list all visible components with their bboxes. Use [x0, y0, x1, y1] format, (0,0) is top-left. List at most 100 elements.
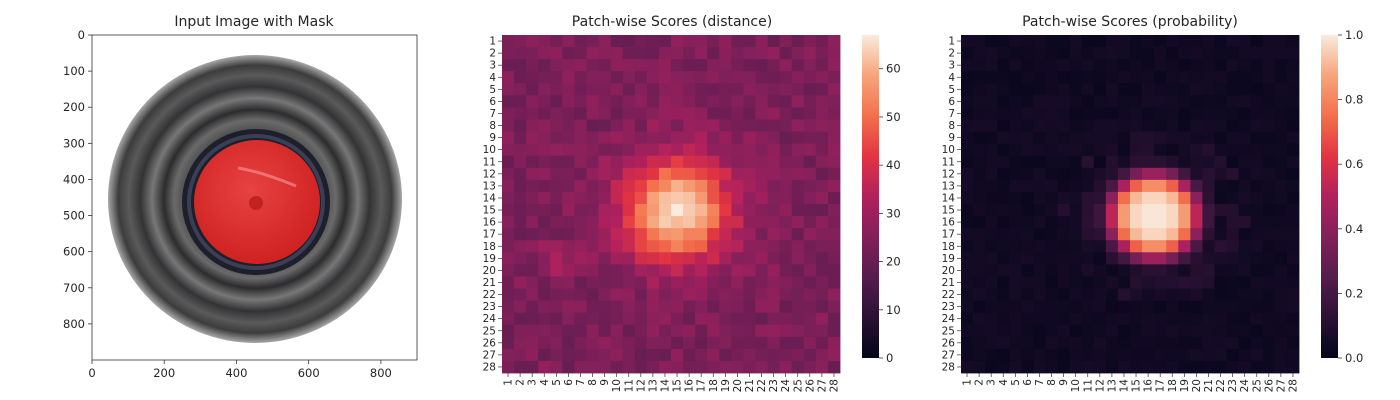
heatmap-cell	[1057, 71, 1071, 84]
heatmap-cell	[767, 348, 781, 362]
heatmap-cell	[586, 252, 599, 265]
heatmap-cell	[791, 288, 805, 301]
heatmap-row-label: 22	[483, 289, 496, 301]
heatmap-cell	[1093, 83, 1107, 96]
heatmap-cell	[1069, 119, 1083, 132]
heatmap-cell	[961, 264, 974, 277]
heatmap-cell	[1130, 143, 1143, 157]
colorbar-tick-label: 0.4	[1345, 222, 1363, 236]
heatmap-cell	[707, 360, 720, 374]
heatmap-cell	[1117, 360, 1131, 374]
heatmap-row-label: 4	[948, 72, 955, 84]
heatmap-cell	[646, 252, 660, 265]
heatmap-cell	[1190, 107, 1203, 120]
heatmap-cell	[550, 312, 563, 326]
heatmap-cell	[646, 143, 660, 157]
heatmap-cell	[719, 179, 732, 193]
heatmap-cell	[502, 228, 515, 241]
heatmap-cell	[1286, 360, 1300, 374]
heatmap-cell	[1081, 312, 1095, 326]
heatmap-cell	[1142, 204, 1155, 217]
heatmap-cell	[985, 252, 998, 265]
heatmap-cell	[634, 204, 648, 217]
heatmap-cell	[743, 83, 756, 96]
heatmap-cell	[719, 240, 732, 253]
heatmap-cell	[1238, 336, 1252, 350]
heatmap-cell	[1214, 204, 1227, 217]
heatmap-cell	[1057, 131, 1071, 145]
heatmap-cell	[743, 59, 756, 72]
heatmap-cell	[961, 71, 974, 84]
heatmap-cell	[961, 191, 974, 205]
heatmap-cell	[791, 143, 805, 157]
heatmap-cell	[622, 191, 636, 205]
heatmap-cell	[586, 167, 599, 181]
heatmap-cell	[1202, 47, 1215, 60]
heatmap-cell	[562, 324, 575, 338]
heatmap-cell	[671, 240, 684, 253]
heatmap-cell	[755, 276, 768, 289]
heatmap-row-label: 16	[483, 217, 497, 229]
heatmap-cell	[731, 240, 744, 253]
heatmap-cell	[1250, 119, 1264, 132]
heatmap-cell	[526, 360, 539, 374]
heatmap-cell	[514, 143, 527, 157]
heatmap-cell	[1202, 228, 1215, 241]
heatmap-cell	[779, 47, 793, 60]
heatmap-cell	[1202, 119, 1215, 132]
heatmap-cell	[1045, 191, 1058, 205]
distance-heatmap-cells	[502, 35, 841, 374]
heatmap-cell	[961, 360, 974, 374]
heatmap-cell	[610, 35, 624, 48]
heatmap-cell	[1178, 71, 1191, 84]
heatmap-cell	[973, 300, 986, 314]
image-x-tick-label: 200	[153, 366, 175, 380]
heatmap-cell	[646, 204, 660, 217]
heatmap-cell	[985, 264, 998, 277]
heatmap-cell	[1250, 300, 1264, 314]
heatmap-cell	[1154, 264, 1167, 277]
heatmap-cell	[1238, 35, 1252, 48]
heatmap-cell	[791, 336, 805, 350]
heatmap-cell	[767, 276, 781, 289]
heatmap-cell	[634, 264, 648, 277]
heatmap-cell	[1142, 167, 1155, 181]
heatmap-cell	[634, 191, 648, 205]
heatmap-cell	[731, 179, 744, 193]
heatmap-cell	[779, 83, 793, 96]
heatmap-cell	[973, 71, 986, 84]
heatmap-cell	[1214, 143, 1227, 157]
probability-heatmap-panel: Patch-wise Scores (probability) 12345678…	[942, 14, 1364, 392]
heatmap-cell	[1021, 252, 1034, 265]
heatmap-cell	[779, 312, 793, 326]
heatmap-cell	[1250, 348, 1264, 362]
heatmap-cell	[622, 179, 636, 193]
heatmap-cell	[1274, 95, 1288, 108]
heatmap-cell	[646, 264, 660, 277]
heatmap-cell	[1238, 59, 1252, 72]
heatmap-cell	[1081, 155, 1095, 169]
heatmap-cell	[598, 312, 612, 326]
heatmap-cell	[634, 131, 648, 145]
heatmap-cell	[586, 324, 599, 338]
heatmap-cell	[1142, 240, 1155, 253]
heatmap-cell	[743, 264, 756, 277]
heatmap-cell	[1190, 204, 1203, 217]
heatmap-cell	[502, 179, 515, 193]
heatmap-cell	[574, 35, 587, 48]
heatmap-cell	[671, 131, 684, 145]
heatmap-cell	[1262, 216, 1276, 229]
heatmap-cell	[719, 95, 732, 108]
heatmap-cell	[610, 276, 624, 289]
heatmap-cell	[1214, 216, 1227, 229]
heatmap-cell	[791, 119, 805, 132]
heatmap-col-label: 3	[527, 379, 539, 386]
heatmap-cell	[1262, 155, 1276, 169]
probability-heatmap-row-labels: 1234567891011121314151617181920212223242…	[942, 36, 961, 373]
heatmap-cell	[827, 107, 841, 120]
heatmap-cell	[1178, 155, 1191, 169]
heatmap-cell	[586, 59, 599, 72]
heatmap-cell	[1033, 167, 1046, 181]
heatmap-cell	[1045, 336, 1058, 350]
heatmap-cell	[1166, 95, 1179, 108]
